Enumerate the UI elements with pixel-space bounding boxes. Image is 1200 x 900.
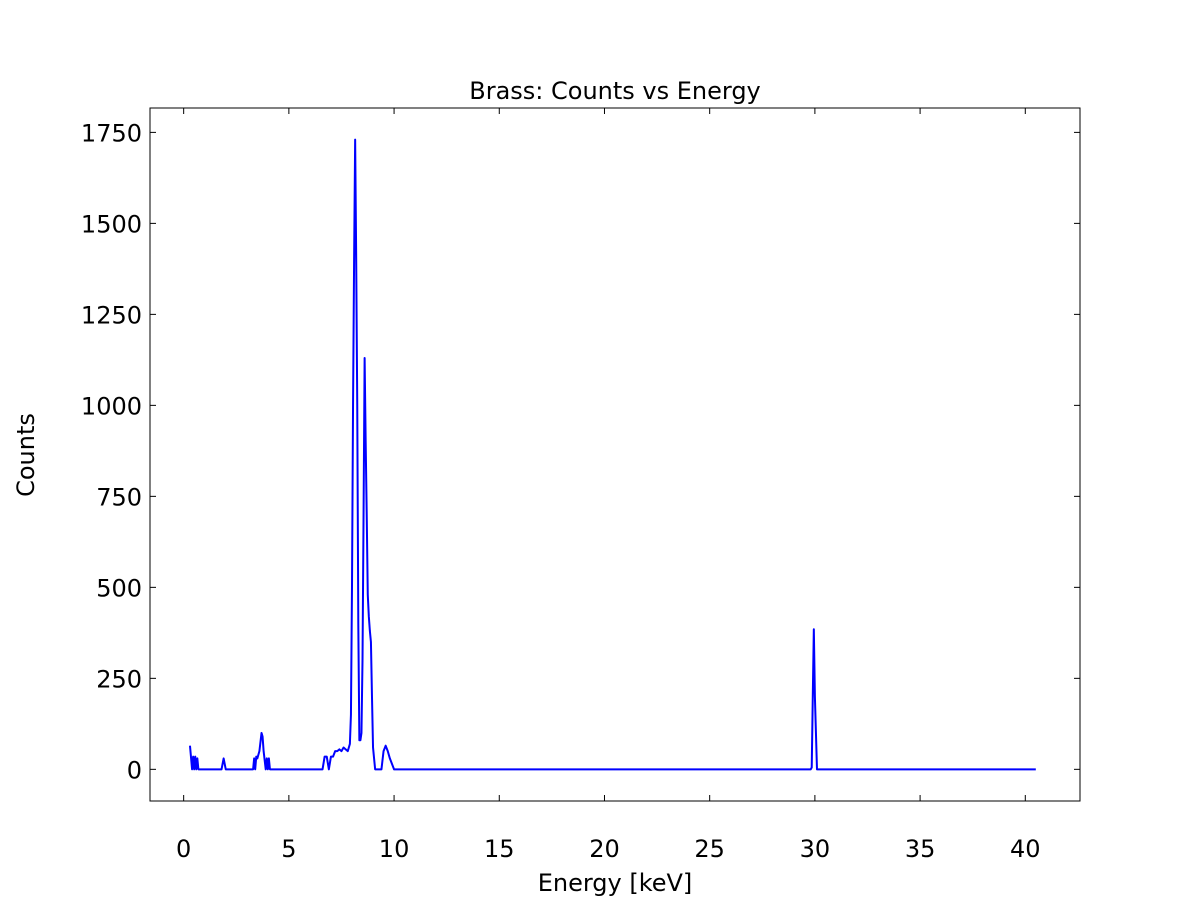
x-tick-label: 30 [800,835,831,863]
y-tick-label: 0 [127,756,142,784]
x-tick-label: 15 [484,835,515,863]
x-tick-label: 10 [379,835,410,863]
x-tick-label: 35 [905,835,936,863]
y-tick-label: 500 [96,574,142,602]
x-axis: 0 5 10 15 20 25 30 35 40 [176,108,1041,863]
y-tick-label: 1750 [81,119,142,147]
chart-title: Brass: Counts vs Energy [469,77,761,105]
y-tick-label: 750 [96,483,142,511]
y-axis: 0 250 500 750 1000 1250 1500 1750 [81,119,1080,784]
x-tick-label: 40 [1010,835,1041,863]
plot-frame [149,107,1081,802]
x-tick-label: 25 [694,835,725,863]
y-axis-label: Counts [12,413,40,497]
x-tick-label: 0 [176,835,191,863]
y-tick-label: 1000 [81,392,142,420]
x-axis-label: Energy [keV] [538,869,693,897]
x-tick-label: 20 [589,835,620,863]
x-tick-label: 5 [281,835,296,863]
y-tick-label: 1250 [81,301,142,329]
y-tick-label: 1500 [81,210,142,238]
series-line [188,138,1036,771]
y-tick-label: 250 [96,665,142,693]
